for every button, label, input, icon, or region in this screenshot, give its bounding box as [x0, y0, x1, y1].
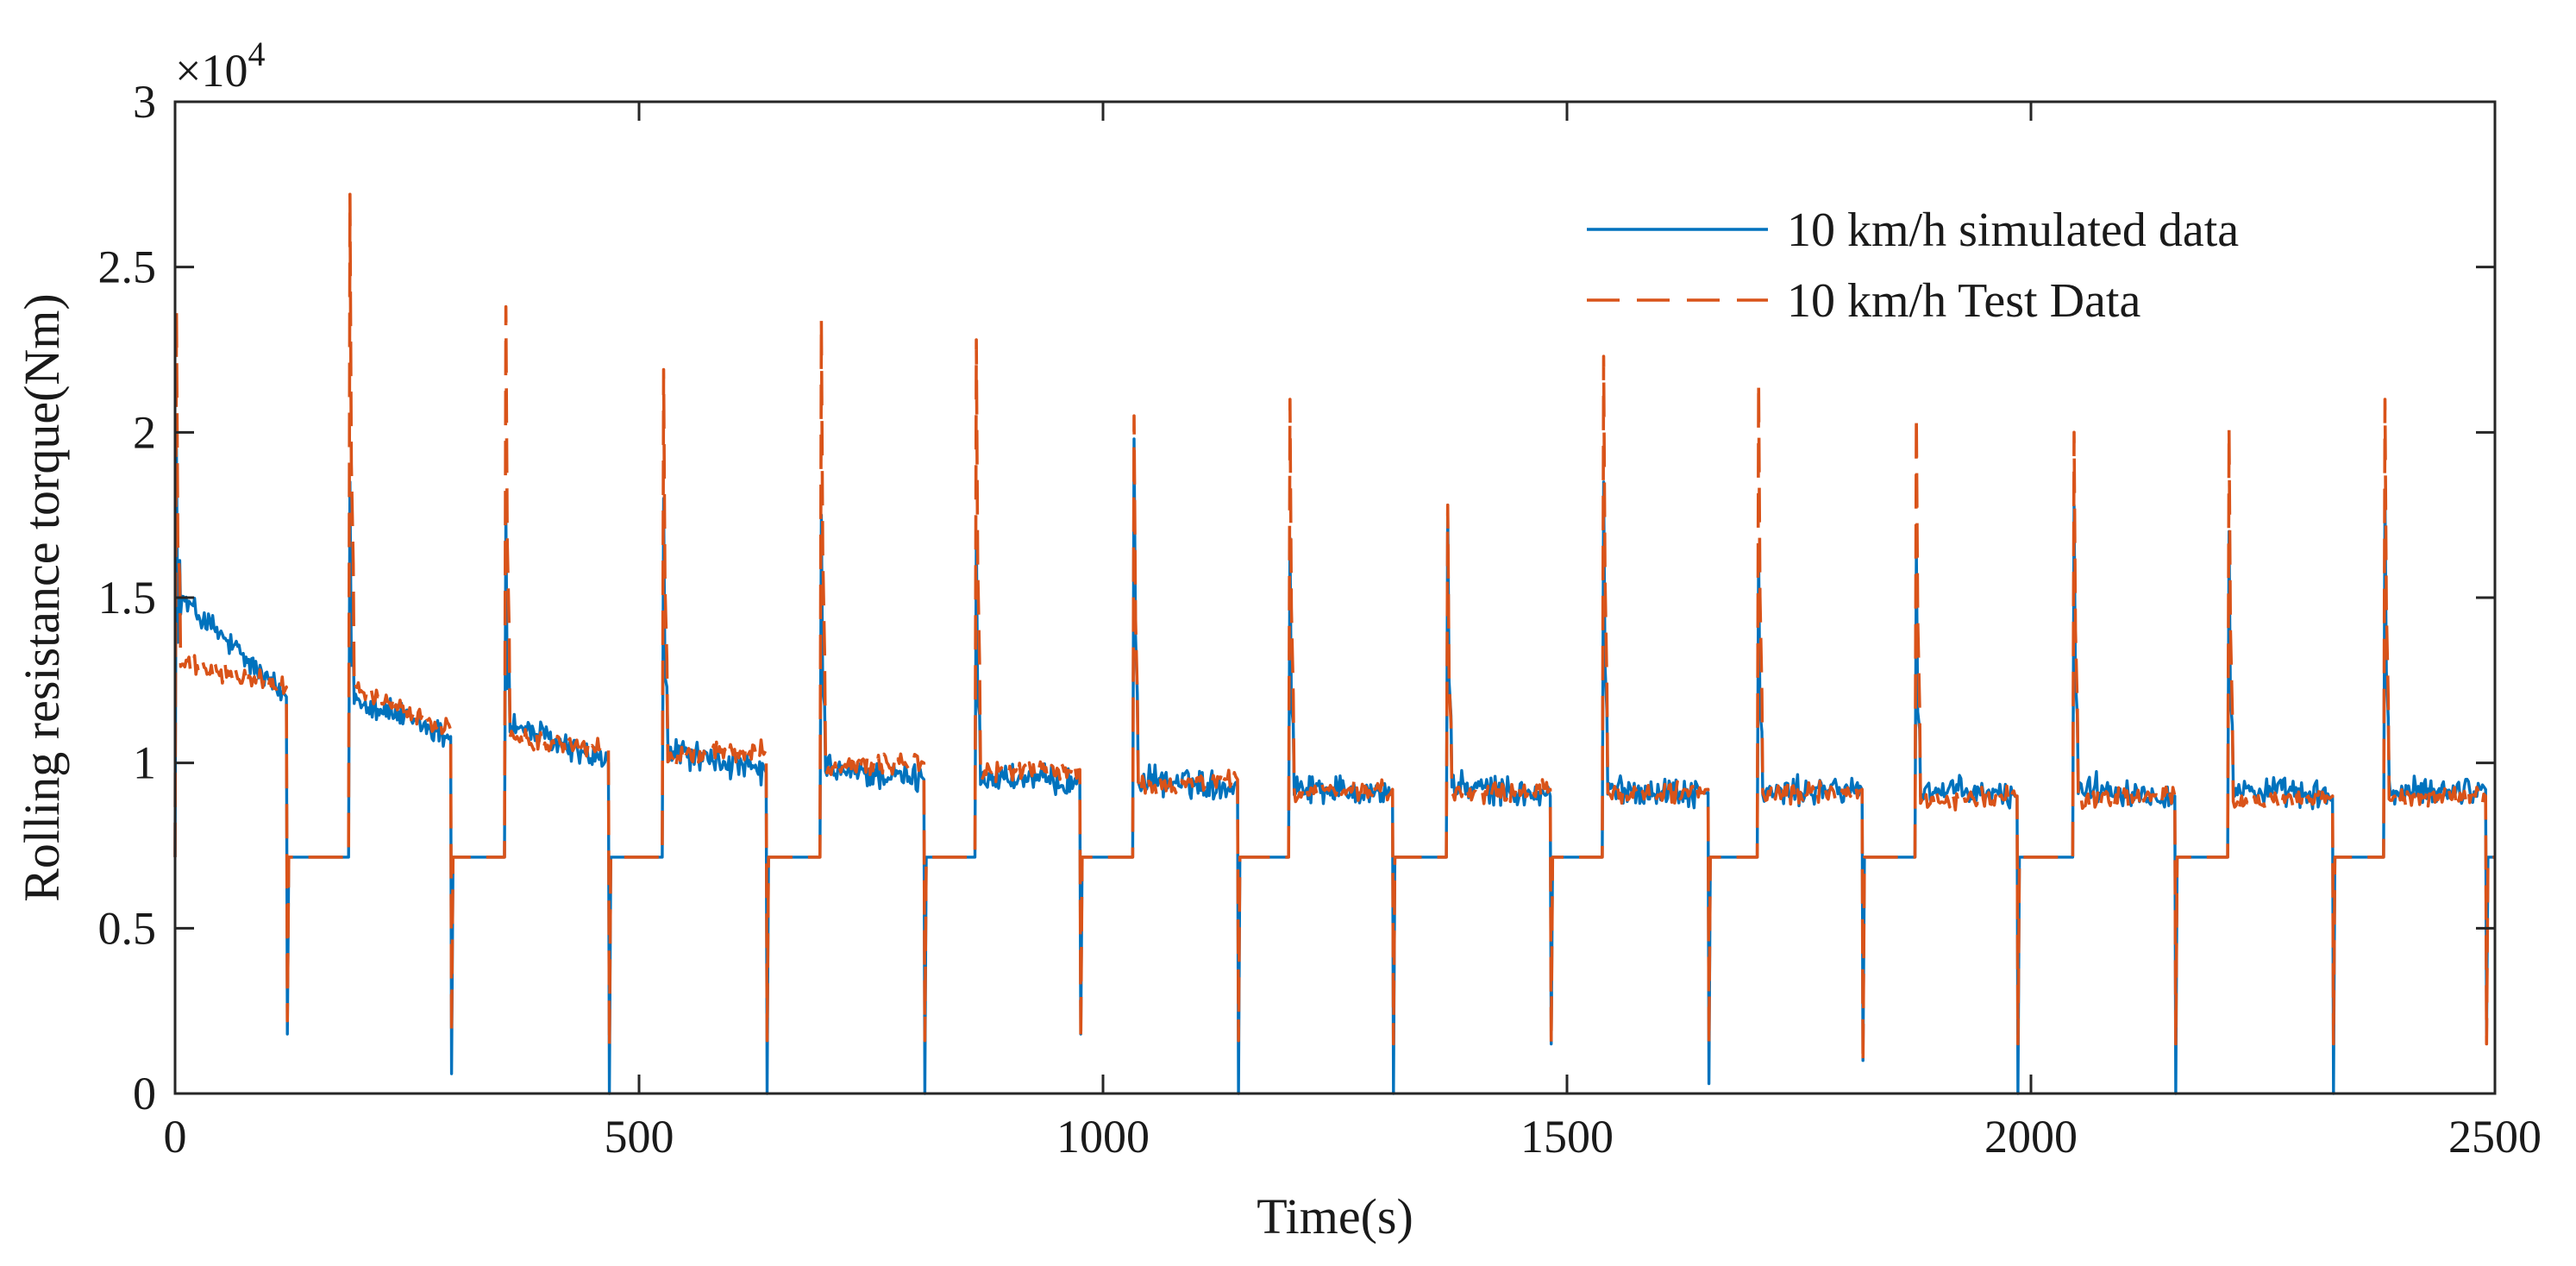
- y-tick-label: 2.5: [98, 241, 157, 293]
- y-axis-title: Rolling resistance torque(Nm): [14, 293, 70, 902]
- series-line-simulated: [173, 437, 2495, 1095]
- legend: 10 km/h simulated data 10 km/h Test Data: [1587, 204, 2239, 328]
- y-exponent-base: ×10: [175, 45, 248, 97]
- x-tick-label: 2500: [2448, 1111, 2542, 1163]
- y-exponent-power: 4: [248, 34, 265, 73]
- y-tick-label: 3: [133, 76, 156, 128]
- ticks: 0 500 1000 1500 2000 2500 0 0.5 1 1.5 2 2.5 3: [98, 76, 2542, 1163]
- y-tick-label: 1: [133, 737, 156, 789]
- y-tick-label: 2: [133, 406, 156, 458]
- x-tick-label: 500: [605, 1111, 674, 1163]
- legend-label: 10 km/h Test Data: [1787, 274, 2140, 328]
- x-axis-title: Time(s): [1257, 1188, 1413, 1244]
- x-tick-label: 1500: [1520, 1111, 1614, 1163]
- y-tick-label: 1.5: [98, 572, 157, 624]
- legend-label: 10 km/h simulated data: [1787, 204, 2239, 257]
- y-tick-label: 0: [133, 1068, 156, 1119]
- series-layer: [173, 192, 2495, 1095]
- y-tick-label: 0.5: [98, 902, 157, 954]
- series-line-test: [173, 192, 2495, 1066]
- y-exponent-label: ×104: [175, 34, 265, 97]
- x-tick-label: 1000: [1056, 1111, 1150, 1163]
- x-tick-label: 0: [164, 1111, 187, 1163]
- x-tick-label: 2000: [1984, 1111, 2078, 1163]
